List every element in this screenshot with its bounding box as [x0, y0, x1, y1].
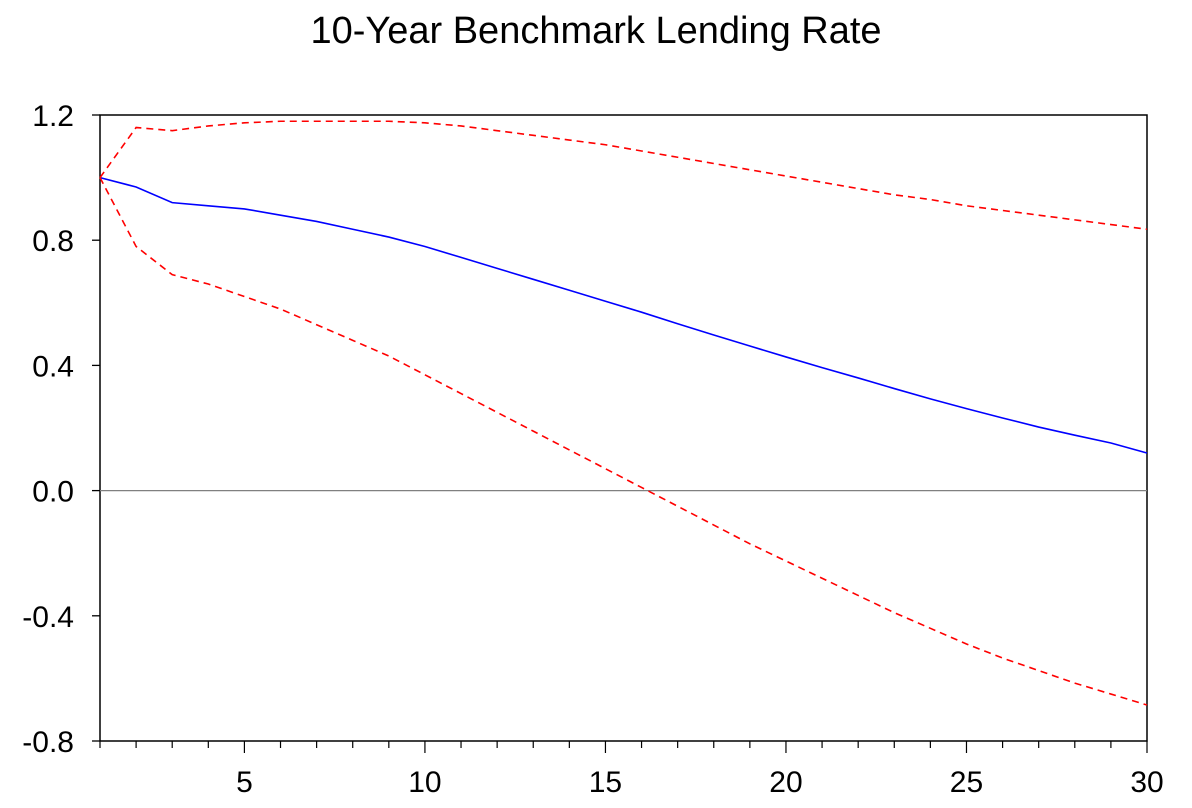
x-tick-label: 5 — [236, 766, 253, 799]
x-tick-label: 25 — [950, 766, 983, 799]
series-line-upper-band — [99, 120, 1148, 231]
y-tick-label: -0.4 — [22, 601, 74, 634]
y-tick-label: 0.8 — [32, 225, 74, 258]
y-tick-label: 0.0 — [32, 476, 74, 509]
y-tick-label: 0.4 — [32, 350, 74, 383]
series-line-lower-band — [99, 177, 1148, 706]
x-tick-label: 15 — [589, 766, 622, 799]
plot-frame — [99, 114, 1148, 742]
y-tick-label: 1.2 — [32, 100, 74, 133]
x-tick-label: 10 — [408, 766, 441, 799]
series-line-response — [99, 176, 1148, 454]
x-tick-label: 30 — [1130, 766, 1163, 799]
chart-title: 10-Year Benchmark Lending Rate — [310, 10, 882, 52]
x-tick-label: 20 — [769, 766, 802, 799]
y-tick-label: -0.8 — [22, 726, 74, 759]
